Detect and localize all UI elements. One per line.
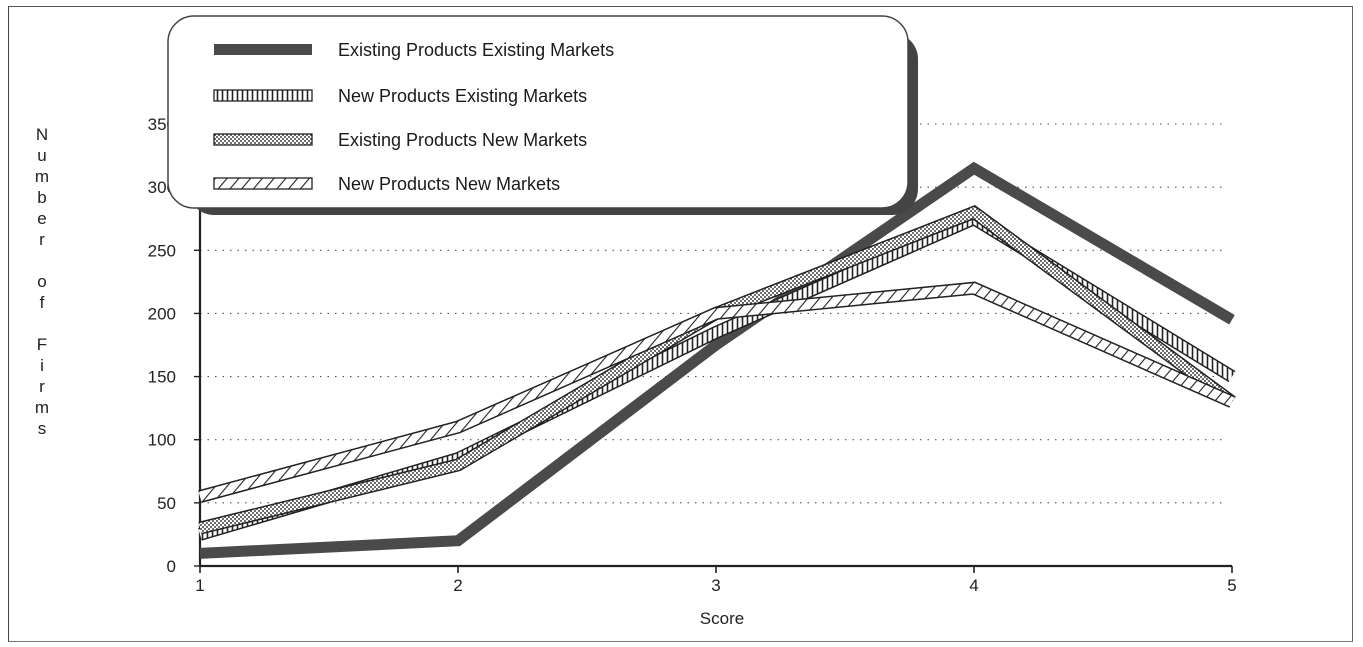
legend-item: Existing Products New Markets [213,130,587,150]
legend-swatch [213,89,313,102]
y-tick-label: 200 [148,304,176,323]
legend-swatch [214,44,312,55]
series-line [198,281,1235,503]
legend-label: New Products New Markets [338,174,560,194]
legend-swatch [213,177,313,190]
x-tick-label: 4 [969,576,978,595]
x-tick-label: 2 [453,576,462,595]
legend-swatch [213,133,313,146]
y-tick-label: 150 [148,368,176,387]
legend: Existing Products Existing Markets New Pr… [167,15,918,215]
legend-item: Existing Products Existing Markets [214,40,614,60]
y-tick-label: 50 [157,494,176,513]
series-path [198,283,1235,502]
series-outline [198,281,1235,503]
x-axis-title: Score [700,609,744,628]
legend-label: New Products Existing Markets [338,86,587,106]
legend-label: Existing Products New Markets [338,130,587,150]
x-tick-label: 5 [1227,576,1236,595]
series-outline [198,205,1236,535]
legend-item: New Products Existing Markets [213,86,587,106]
legend-box [167,15,909,209]
series-path [198,206,1235,533]
legend-item: New Products New Markets [213,174,560,194]
series-line [199,161,1235,559]
y-tick-label: 0 [167,557,176,576]
legend-label: Existing Products Existing Markets [338,40,614,60]
y-tick-label: 100 [148,431,176,450]
x-tick-label: 3 [711,576,720,595]
x-tick-label: 1 [195,576,204,595]
series-path [199,161,1235,559]
y-tick-label: 250 [148,241,176,260]
series-line [198,205,1236,535]
chart-frame [8,6,1353,642]
